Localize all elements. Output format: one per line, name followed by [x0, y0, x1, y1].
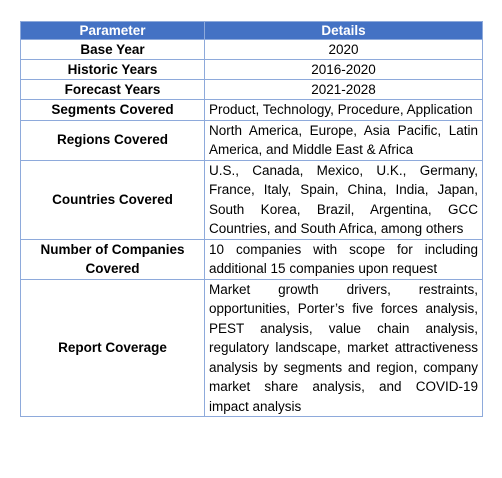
table-row: Forecast Years 2021-2028: [20, 79, 483, 100]
report-scope-table: Parameter Details Base Year 2020 Histori…: [20, 21, 483, 417]
row-details: North America, Europe, Asia Pacific, Lat…: [204, 119, 483, 161]
row-details: U.S., Canada, Mexico, U.K., Germany, Fra…: [204, 159, 483, 240]
table-row: Countries Covered U.S., Canada, Mexico, …: [20, 159, 483, 240]
table-row: Report Coverage Market growth drivers, r…: [20, 278, 483, 417]
header-parameter: Parameter: [20, 21, 205, 40]
row-parameter: Report Coverage: [20, 278, 205, 417]
row-parameter: Regions Covered: [20, 119, 205, 161]
table-row: Base Year 2020: [20, 39, 483, 60]
row-details: Product, Technology, Procedure, Applicat…: [204, 99, 483, 121]
row-parameter: Countries Covered: [20, 159, 205, 240]
row-parameter: Segments Covered: [20, 99, 205, 121]
row-parameter: Historic Years: [20, 59, 205, 80]
row-parameter: Number of Companies Covered: [20, 238, 205, 280]
table-row: Number of Companies Covered 10 companies…: [20, 238, 483, 280]
table-row: Historic Years 2016-2020: [20, 59, 483, 80]
row-details: Market growth drivers, restraints, oppor…: [204, 278, 483, 417]
row-details: 2020: [204, 39, 483, 60]
table-header-row: Parameter Details: [20, 21, 483, 40]
row-details: 10 companies with scope for including ad…: [204, 238, 483, 280]
header-details: Details: [204, 21, 483, 40]
row-details: 2016-2020: [204, 59, 483, 80]
table-row: Segments Covered Product, Technology, Pr…: [20, 99, 483, 121]
row-parameter: Base Year: [20, 39, 205, 60]
table-row: Regions Covered North America, Europe, A…: [20, 119, 483, 161]
row-parameter: Forecast Years: [20, 79, 205, 100]
row-details: 2021-2028: [204, 79, 483, 100]
